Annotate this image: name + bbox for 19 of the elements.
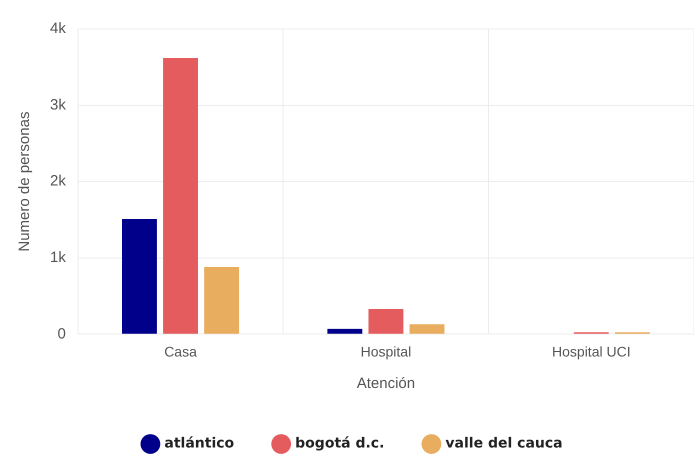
y-tick-label: 4k	[50, 20, 66, 38]
y-tick-label: 3k	[50, 96, 66, 114]
y-axis-title: Numero de personas	[16, 112, 34, 252]
bar	[122, 218, 157, 334]
bar	[204, 267, 240, 334]
x-tick-label: Hospital	[360, 343, 412, 360]
bar	[410, 324, 444, 334]
legend-label: valle del cauca	[445, 436, 563, 452]
bar	[163, 58, 198, 334]
bar	[327, 328, 362, 334]
legend-label: bogotá d.c.	[295, 436, 384, 452]
y-tick-label: 2k	[50, 172, 66, 190]
x-tick-label: Casa	[164, 343, 198, 360]
y-tick-label: 0	[58, 325, 66, 342]
bar	[368, 309, 404, 334]
x-tick-label: Hospital UCI	[552, 343, 631, 360]
y-tick-label: 1k	[50, 249, 66, 266]
legend-label: atlántico	[164, 436, 235, 452]
x-axis-title: Atención	[356, 375, 416, 392]
